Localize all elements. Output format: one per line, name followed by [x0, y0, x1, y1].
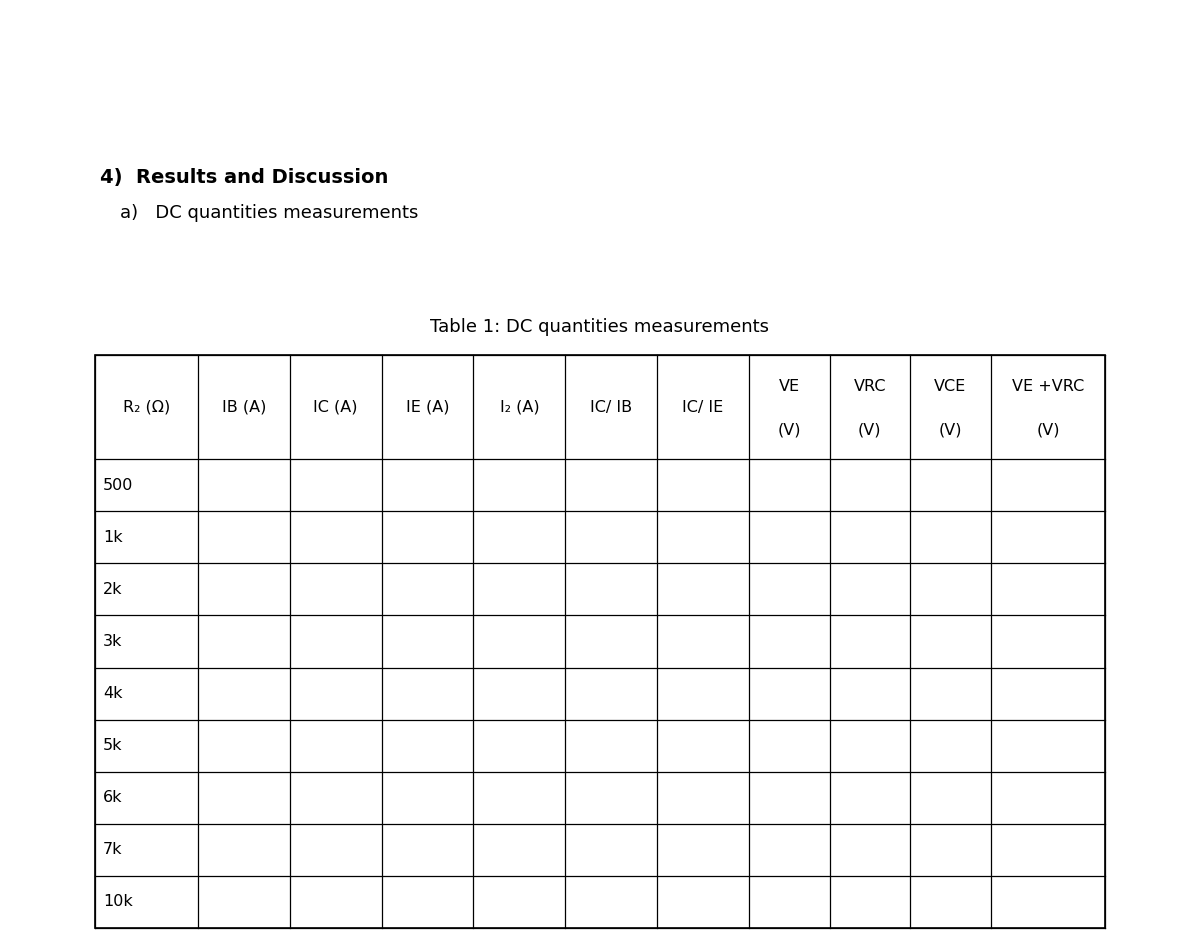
Text: VE: VE	[779, 379, 799, 393]
Text: I₂ (A): I₂ (A)	[499, 400, 539, 414]
Text: Table 1: DC quantities measurements: Table 1: DC quantities measurements	[431, 318, 769, 336]
Text: 4k: 4k	[103, 686, 122, 702]
Text: (V): (V)	[778, 423, 800, 438]
Text: IB (A): IB (A)	[222, 400, 266, 414]
Text: 1k: 1k	[103, 530, 122, 545]
Text: 4)  Results and Discussion: 4) Results and Discussion	[100, 168, 389, 187]
Text: R₂ (Ω): R₂ (Ω)	[122, 400, 170, 414]
Text: 2k: 2k	[103, 582, 122, 597]
Text: VE +VRC: VE +VRC	[1012, 379, 1084, 393]
Text: 10k: 10k	[103, 895, 133, 909]
Text: IC/ IB: IC/ IB	[590, 400, 632, 414]
Text: VCE: VCE	[935, 379, 967, 393]
Text: IC (A): IC (A)	[313, 400, 358, 414]
Text: VRC: VRC	[853, 379, 886, 393]
Text: (V): (V)	[1036, 423, 1060, 438]
Text: IC/ IE: IC/ IE	[683, 400, 724, 414]
Text: 500: 500	[103, 478, 133, 493]
Text: 7k: 7k	[103, 843, 122, 857]
Text: IE (A): IE (A)	[406, 400, 449, 414]
Text: 6k: 6k	[103, 791, 122, 805]
Text: 3k: 3k	[103, 634, 122, 649]
Bar	[95, 355, 1105, 928]
Text: 5k: 5k	[103, 738, 122, 753]
Text: a)   DC quantities measurements: a) DC quantities measurements	[120, 204, 419, 222]
Text: (V): (V)	[938, 423, 962, 438]
Text: (V): (V)	[858, 423, 882, 438]
